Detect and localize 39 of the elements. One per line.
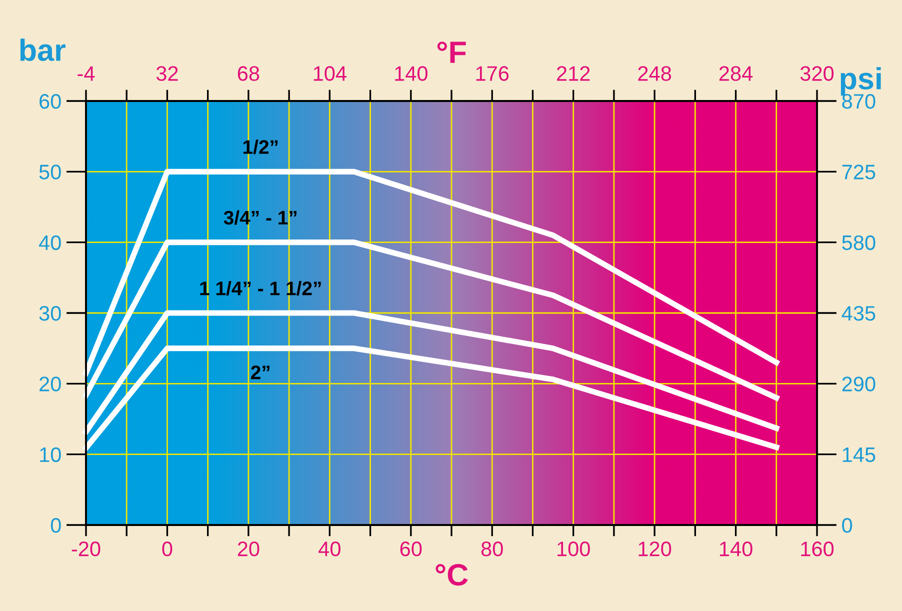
x2-tick-label: 68: [238, 66, 260, 81]
x2-tick-label: 176: [476, 66, 509, 81]
y2-axis-title: psi: [840, 67, 881, 96]
x-tick-label: 160: [801, 542, 834, 556]
x-tick-label: 140: [720, 542, 752, 556]
y-tick-label: 20: [40, 376, 61, 392]
y-axis-title: bar: [20, 38, 66, 62]
x2-tick-label: 32: [156, 66, 178, 81]
x-tick-label: 80: [481, 542, 503, 556]
x-tick-label: 0: [162, 542, 172, 556]
y2-tick-label: 290: [842, 376, 876, 392]
x-tick-label: 20: [238, 542, 260, 556]
x-tick-label: 120: [638, 542, 672, 556]
series-label: 2”: [251, 366, 270, 380]
y2-tick-label: 435: [842, 306, 876, 321]
x-tick-label: 40: [318, 542, 340, 556]
x-axis-title: °C: [436, 564, 468, 586]
y2-tick-label: 580: [842, 235, 876, 250]
x2-tick-label: 212: [557, 66, 590, 81]
y2-tick-label: 870: [842, 94, 876, 109]
y-tick-label: 40: [39, 235, 61, 250]
x2-tick-label: 248: [638, 66, 672, 81]
x2-axis-title: °F: [437, 42, 466, 63]
x-tick-label: 100: [558, 542, 590, 556]
y-tick-label: 0: [50, 518, 61, 533]
y2-tick-label: 725: [842, 164, 876, 180]
x2-tick-label: 140: [395, 66, 428, 81]
x-tick-label: -20: [72, 542, 100, 556]
y-tick-label: 10: [40, 447, 61, 462]
y-tick-label: 50: [39, 164, 61, 180]
y2-tick-label: 0: [842, 518, 852, 533]
x2-tick-label: -4: [78, 66, 95, 81]
x2-tick-label: 104: [314, 66, 346, 81]
y2-tick-label: 145: [842, 448, 876, 462]
x2-tick-label: 320: [800, 66, 834, 81]
x-tick-label: 60: [400, 542, 422, 556]
y-tick-label: 30: [39, 306, 61, 321]
x2-tick-label: 284: [719, 66, 753, 81]
y-tick-label: 60: [40, 94, 61, 109]
